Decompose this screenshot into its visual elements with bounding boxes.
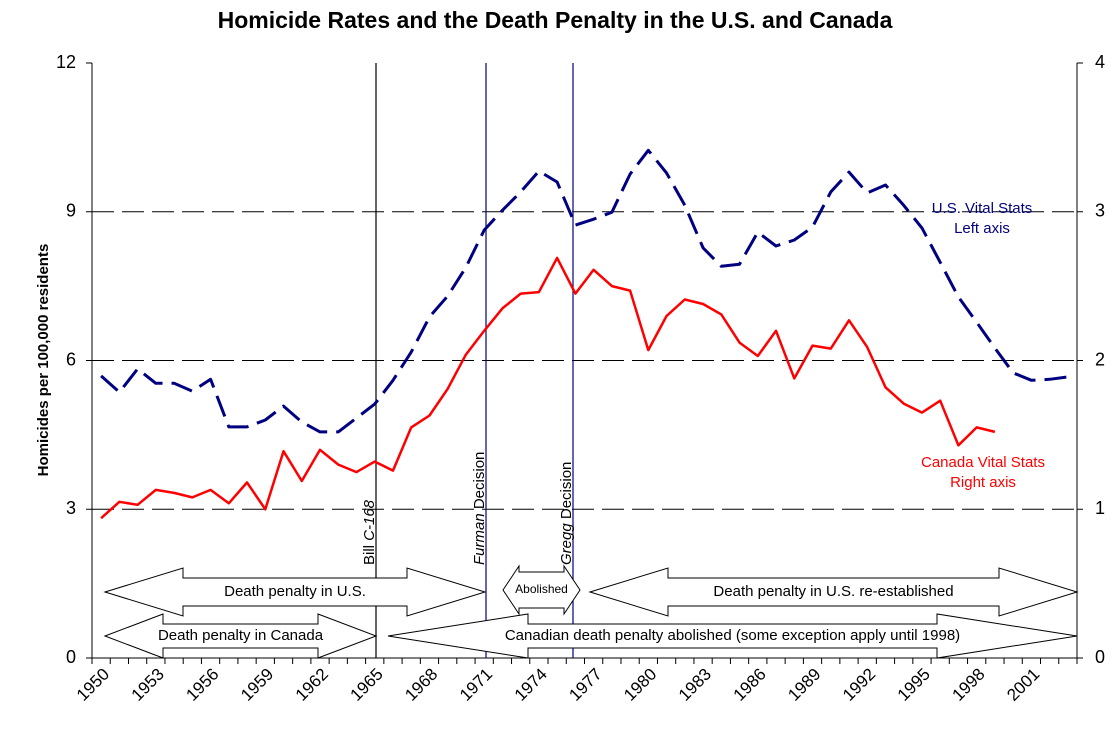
- event-label: Gregg Decision: [558, 462, 575, 565]
- x-tick-label: 1980: [620, 665, 660, 705]
- y-tick-label: 12: [56, 52, 76, 72]
- event-label: Furman Decision: [471, 452, 488, 565]
- y2-tick-label: 2: [1095, 349, 1105, 369]
- x-tick-label: 1950: [73, 665, 113, 705]
- y2-tick-label: 0: [1095, 647, 1105, 667]
- period-arrow: [103, 613, 378, 659]
- event-label-part: Gregg: [558, 523, 575, 565]
- y-tick-label: 3: [66, 498, 76, 518]
- period-arrow: [387, 613, 1078, 659]
- event-label-part: C-168: [361, 499, 378, 541]
- series-line: [100, 148, 1069, 434]
- x-tick-label: 1971: [456, 665, 496, 705]
- x-tick-label: 1959: [237, 665, 277, 705]
- x-tick-label: 1956: [182, 665, 222, 705]
- x-tick-label: 1989: [784, 665, 824, 705]
- y-tick-label: 6: [66, 349, 76, 369]
- y2-tick-label: 4: [1095, 52, 1105, 72]
- legend-label: U.S. Vital Stats: [932, 200, 1033, 217]
- event-label-part: Decision: [471, 452, 488, 514]
- y-tick-label: 9: [66, 201, 76, 221]
- x-tick-label: 1977: [565, 665, 605, 705]
- x-tick-label: 1974: [511, 665, 551, 705]
- period-label: Death penalty in U.S. re-established: [713, 583, 953, 600]
- x-tick-label: 1998: [948, 665, 988, 705]
- period-label: Death penalty in Canada: [158, 627, 324, 644]
- period-arrow: [103, 567, 487, 617]
- event-label-part: Decision: [558, 462, 575, 524]
- x-tick-label: 2001: [1003, 665, 1043, 705]
- x-tick-label: 1986: [730, 665, 770, 705]
- legend-note: Right axis: [950, 474, 1016, 491]
- period-label: Canadian death penalty abolished (some e…: [505, 627, 960, 644]
- period-label: Death penalty in U.S.: [224, 583, 366, 600]
- x-tick-label: 1983: [675, 665, 715, 705]
- y2-tick-label: 3: [1095, 201, 1105, 221]
- period-arrow: [588, 567, 1079, 617]
- period-label: Abolished: [515, 582, 568, 596]
- chart-title: Homicide Rates and the Death Penalty in …: [218, 7, 893, 33]
- y-tick-label: 0: [66, 647, 76, 667]
- x-tick-label: 1995: [894, 665, 934, 705]
- x-tick-label: 1962: [292, 665, 332, 705]
- x-tick-label: 1992: [839, 665, 879, 705]
- event-label: Bill C-168: [361, 499, 378, 565]
- y2-tick-label: 1: [1095, 498, 1105, 518]
- event-label-part: Furman: [471, 513, 488, 565]
- y-axis-label: Homicides per 100,000 residents: [35, 244, 52, 477]
- x-tick-label: 1968: [401, 665, 441, 705]
- x-tick-label: 1953: [128, 665, 168, 705]
- legend-note: Left axis: [954, 220, 1010, 237]
- series-line: [100, 256, 996, 520]
- x-tick-label: 1965: [347, 665, 387, 705]
- legend-label: Canada Vital Stats: [921, 454, 1045, 471]
- period-arrow: [502, 564, 581, 616]
- event-label-part: Bill: [361, 541, 378, 565]
